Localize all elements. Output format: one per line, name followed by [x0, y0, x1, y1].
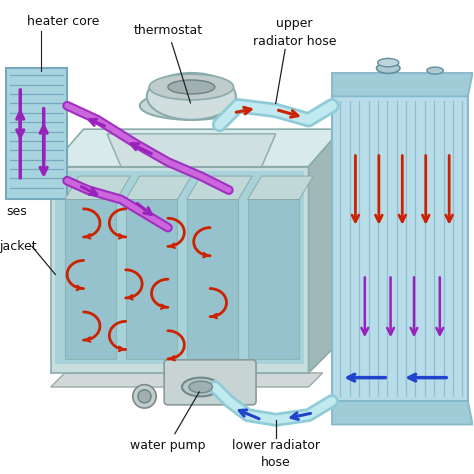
Ellipse shape	[138, 390, 151, 403]
Text: water pump: water pump	[130, 392, 206, 452]
Ellipse shape	[189, 381, 212, 393]
Polygon shape	[65, 200, 116, 359]
Text: lower radiator: lower radiator	[232, 439, 320, 452]
FancyBboxPatch shape	[6, 68, 67, 200]
Text: heater core: heater core	[27, 15, 100, 28]
Ellipse shape	[376, 63, 400, 73]
Ellipse shape	[427, 67, 443, 74]
Ellipse shape	[133, 385, 156, 408]
Polygon shape	[187, 200, 238, 359]
Polygon shape	[247, 176, 313, 200]
Text: ses: ses	[6, 205, 27, 218]
Polygon shape	[65, 176, 130, 200]
Ellipse shape	[168, 80, 215, 94]
Text: hose: hose	[261, 456, 291, 469]
Polygon shape	[51, 129, 341, 167]
Text: radiator hose: radiator hose	[253, 35, 336, 47]
Text: thermostat: thermostat	[133, 24, 202, 103]
Ellipse shape	[149, 74, 234, 100]
Polygon shape	[247, 200, 299, 359]
Ellipse shape	[140, 91, 243, 120]
FancyBboxPatch shape	[164, 360, 256, 405]
Text: upper: upper	[276, 17, 313, 30]
Ellipse shape	[147, 73, 236, 120]
Polygon shape	[55, 172, 304, 364]
Polygon shape	[332, 73, 473, 96]
Polygon shape	[187, 176, 252, 200]
Polygon shape	[51, 167, 309, 373]
Polygon shape	[107, 134, 276, 167]
Text: jacket: jacket	[0, 240, 37, 253]
Polygon shape	[51, 373, 323, 387]
Polygon shape	[332, 401, 473, 425]
Polygon shape	[309, 129, 341, 373]
Ellipse shape	[378, 58, 399, 67]
Polygon shape	[332, 96, 468, 401]
Polygon shape	[126, 176, 191, 200]
Ellipse shape	[182, 378, 219, 396]
Polygon shape	[126, 200, 177, 359]
